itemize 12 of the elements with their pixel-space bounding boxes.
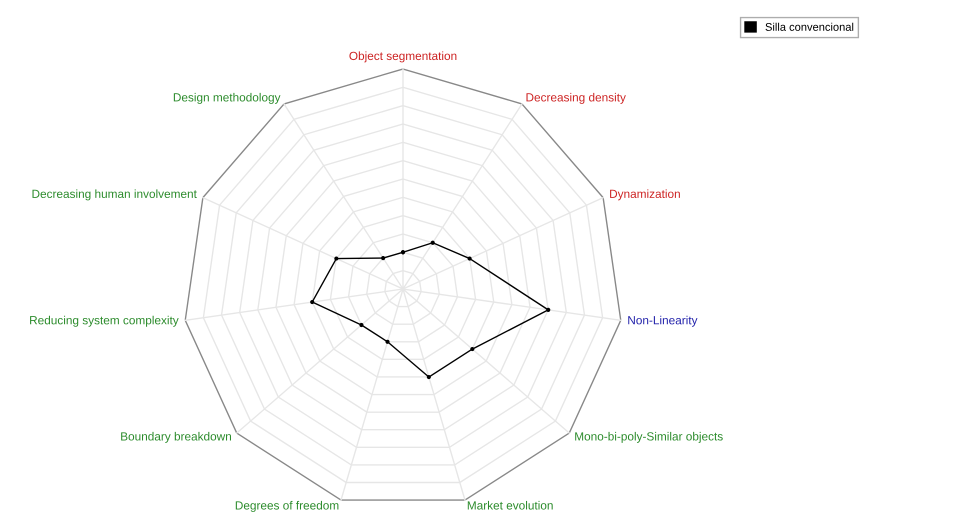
spoke-label: Design methodology <box>174 92 280 104</box>
spoke-label: Decreasing human involvement <box>32 189 197 200</box>
spoke-label: Boundary breakdown <box>121 432 231 443</box>
spoke-label: Mono-bi-poly-Similar objects <box>575 432 723 443</box>
spoke-label: Degrees of freedom <box>236 500 338 512</box>
spoke-label: Market evolution <box>468 500 553 510</box>
spoke-label: Dynamization <box>610 189 680 200</box>
spoke-label: Non-Linearity <box>628 316 698 327</box>
legend-label: Silla convencional <box>766 22 854 31</box>
spoke-label: Reducing system complexity <box>30 316 179 327</box>
spoke-label: Object segmentation <box>349 51 456 62</box>
spoke-label: Decreasing density <box>526 92 626 104</box>
